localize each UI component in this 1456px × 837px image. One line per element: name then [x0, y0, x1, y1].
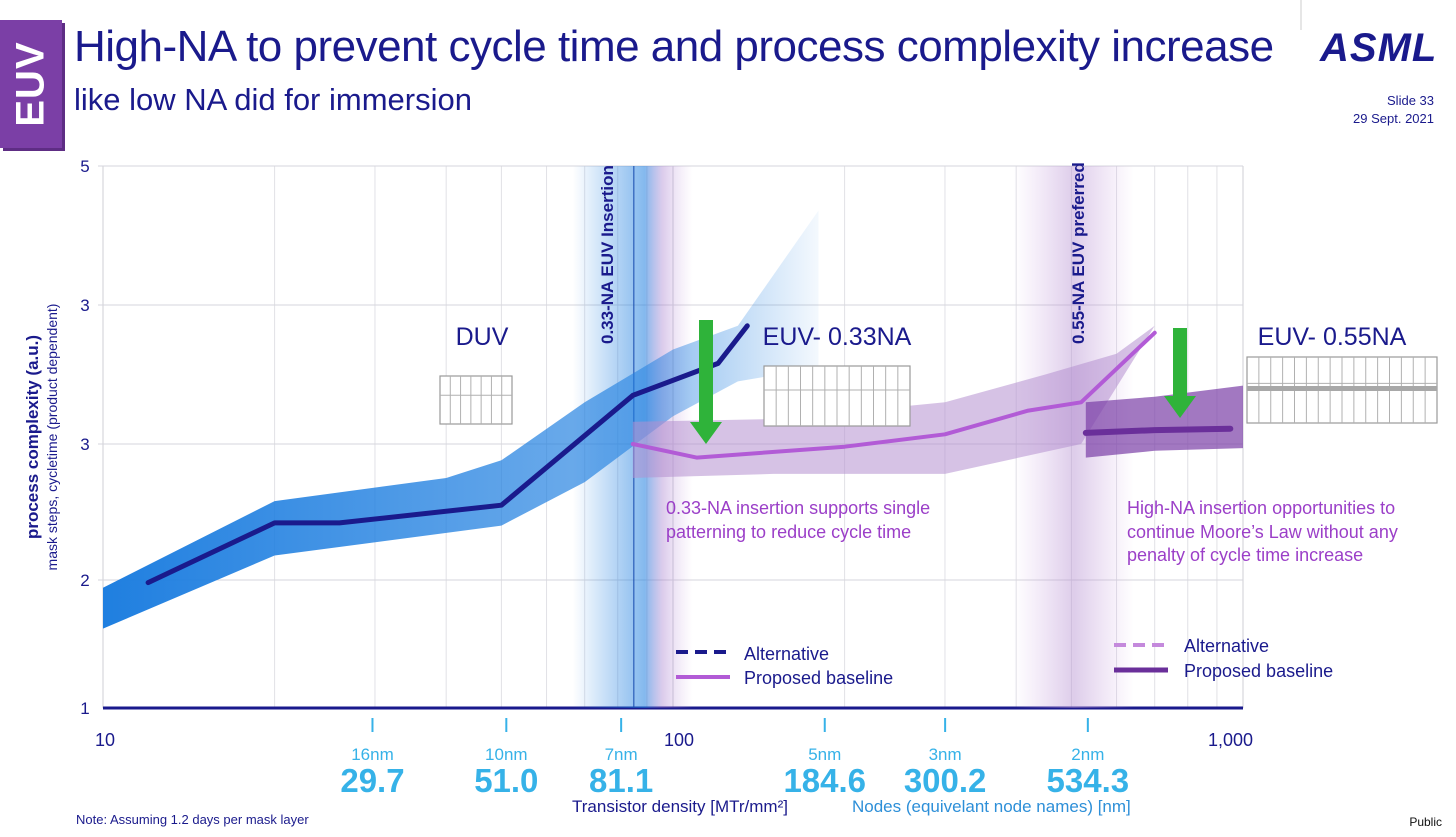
x-tick-label: 100 [664, 730, 694, 750]
classification-label: Public [1409, 815, 1442, 829]
region-label: EUV- 0.33NA [763, 323, 912, 351]
annotation-055-line2: continue Moore’s Law without any [1127, 522, 1398, 542]
legend2-alternative-label: Alternative [1184, 636, 1269, 656]
region-label: EUV- 0.55NA [1258, 323, 1407, 351]
node-density-value: 184.6 [783, 762, 866, 799]
node-density-value: 29.7 [340, 762, 404, 799]
node-density-value: 51.0 [474, 762, 538, 799]
legend1-baseline-label: Proposed baseline [744, 668, 893, 688]
reduction-arrows [690, 320, 1196, 444]
annotation-055-line3: penalty of cycle time increase [1127, 545, 1363, 565]
series-band [632, 325, 1155, 478]
insertion-label-055: 0.55-NA EUV preferred [1069, 162, 1088, 344]
euv-section-tag: EUV [0, 20, 62, 148]
node-density-value: 534.3 [1047, 762, 1130, 799]
y-axis-subtitle: mask steps, cycletime (product dependent… [44, 304, 60, 571]
slide-number: Slide 33 [1387, 93, 1434, 108]
series-band [1085, 385, 1243, 458]
asml-logo: ASML [1320, 26, 1438, 70]
euv055-machine-stripe [1247, 386, 1437, 391]
node-density-value: 300.2 [904, 762, 987, 799]
page-title: High-NA to prevent cycle time and proces… [74, 22, 1274, 71]
node-density-value: 81.1 [589, 762, 653, 799]
y-tick-label: 5 [80, 157, 89, 176]
machine-body [439, 375, 513, 425]
annotation-055-line1: High-NA insertion opportunities to [1127, 498, 1395, 518]
insertion-label-033: 0.33-NA EUV Insertion [598, 165, 617, 344]
x-axis-title: Transistor density [MTr/mm²] [572, 797, 788, 816]
x-tick-label: 10 [95, 730, 115, 750]
series-line [145, 323, 750, 586]
machine-icons [439, 356, 1438, 427]
green-down-arrow [1164, 328, 1196, 418]
annotation-033-line1: 0.33-NA insertion supports single [666, 498, 930, 518]
series-line [630, 330, 1157, 460]
header-divider [1300, 0, 1302, 30]
node-name: 2nm [1071, 745, 1104, 764]
node-name: 7nm [605, 745, 638, 764]
x-tick-label: 1,000 [1208, 730, 1253, 750]
node-name: 16nm [351, 745, 394, 764]
euv033-machine-icon [763, 365, 911, 427]
slide-date: 29 Sept. 2021 [1353, 111, 1434, 126]
green-down-arrow [690, 320, 722, 444]
slide-info: Slide 33 29 Sept. 2021 [1353, 92, 1434, 128]
series-lines [145, 323, 1234, 586]
y-axis-title: process complexity (a.u.) [23, 335, 42, 539]
legend1-alternative-label: Alternative [744, 644, 829, 664]
x-axis-title-nodes: Nodes (equivelant node names) [nm] [852, 797, 1131, 816]
y-tick-label: 3 [80, 435, 89, 454]
y-tick-label: 2 [80, 571, 89, 590]
series-line [1082, 425, 1234, 436]
arrow-shape [690, 320, 722, 444]
region-label: DUV [456, 323, 509, 351]
node-name: 10nm [485, 745, 528, 764]
legend2-baseline-label: Proposed baseline [1184, 661, 1333, 681]
node-name: 5nm [808, 745, 841, 764]
y-tick-label: 3 [80, 296, 89, 315]
arrow-shape [1164, 328, 1196, 418]
footnote: Note: Assuming 1.2 days per mask layer [76, 812, 309, 827]
node-name: 3nm [929, 745, 962, 764]
page-subtitle: like low NA did for immersion [74, 82, 472, 117]
y-tick-label: 1 [80, 699, 89, 718]
duv-machine-icon [439, 375, 513, 425]
annotation-033-line2: patterning to reduce cycle time [666, 522, 911, 542]
chart-labels: 5 3 3 2 1 10 100 1,000 process complexity (a.u.)… [23, 157, 1407, 816]
